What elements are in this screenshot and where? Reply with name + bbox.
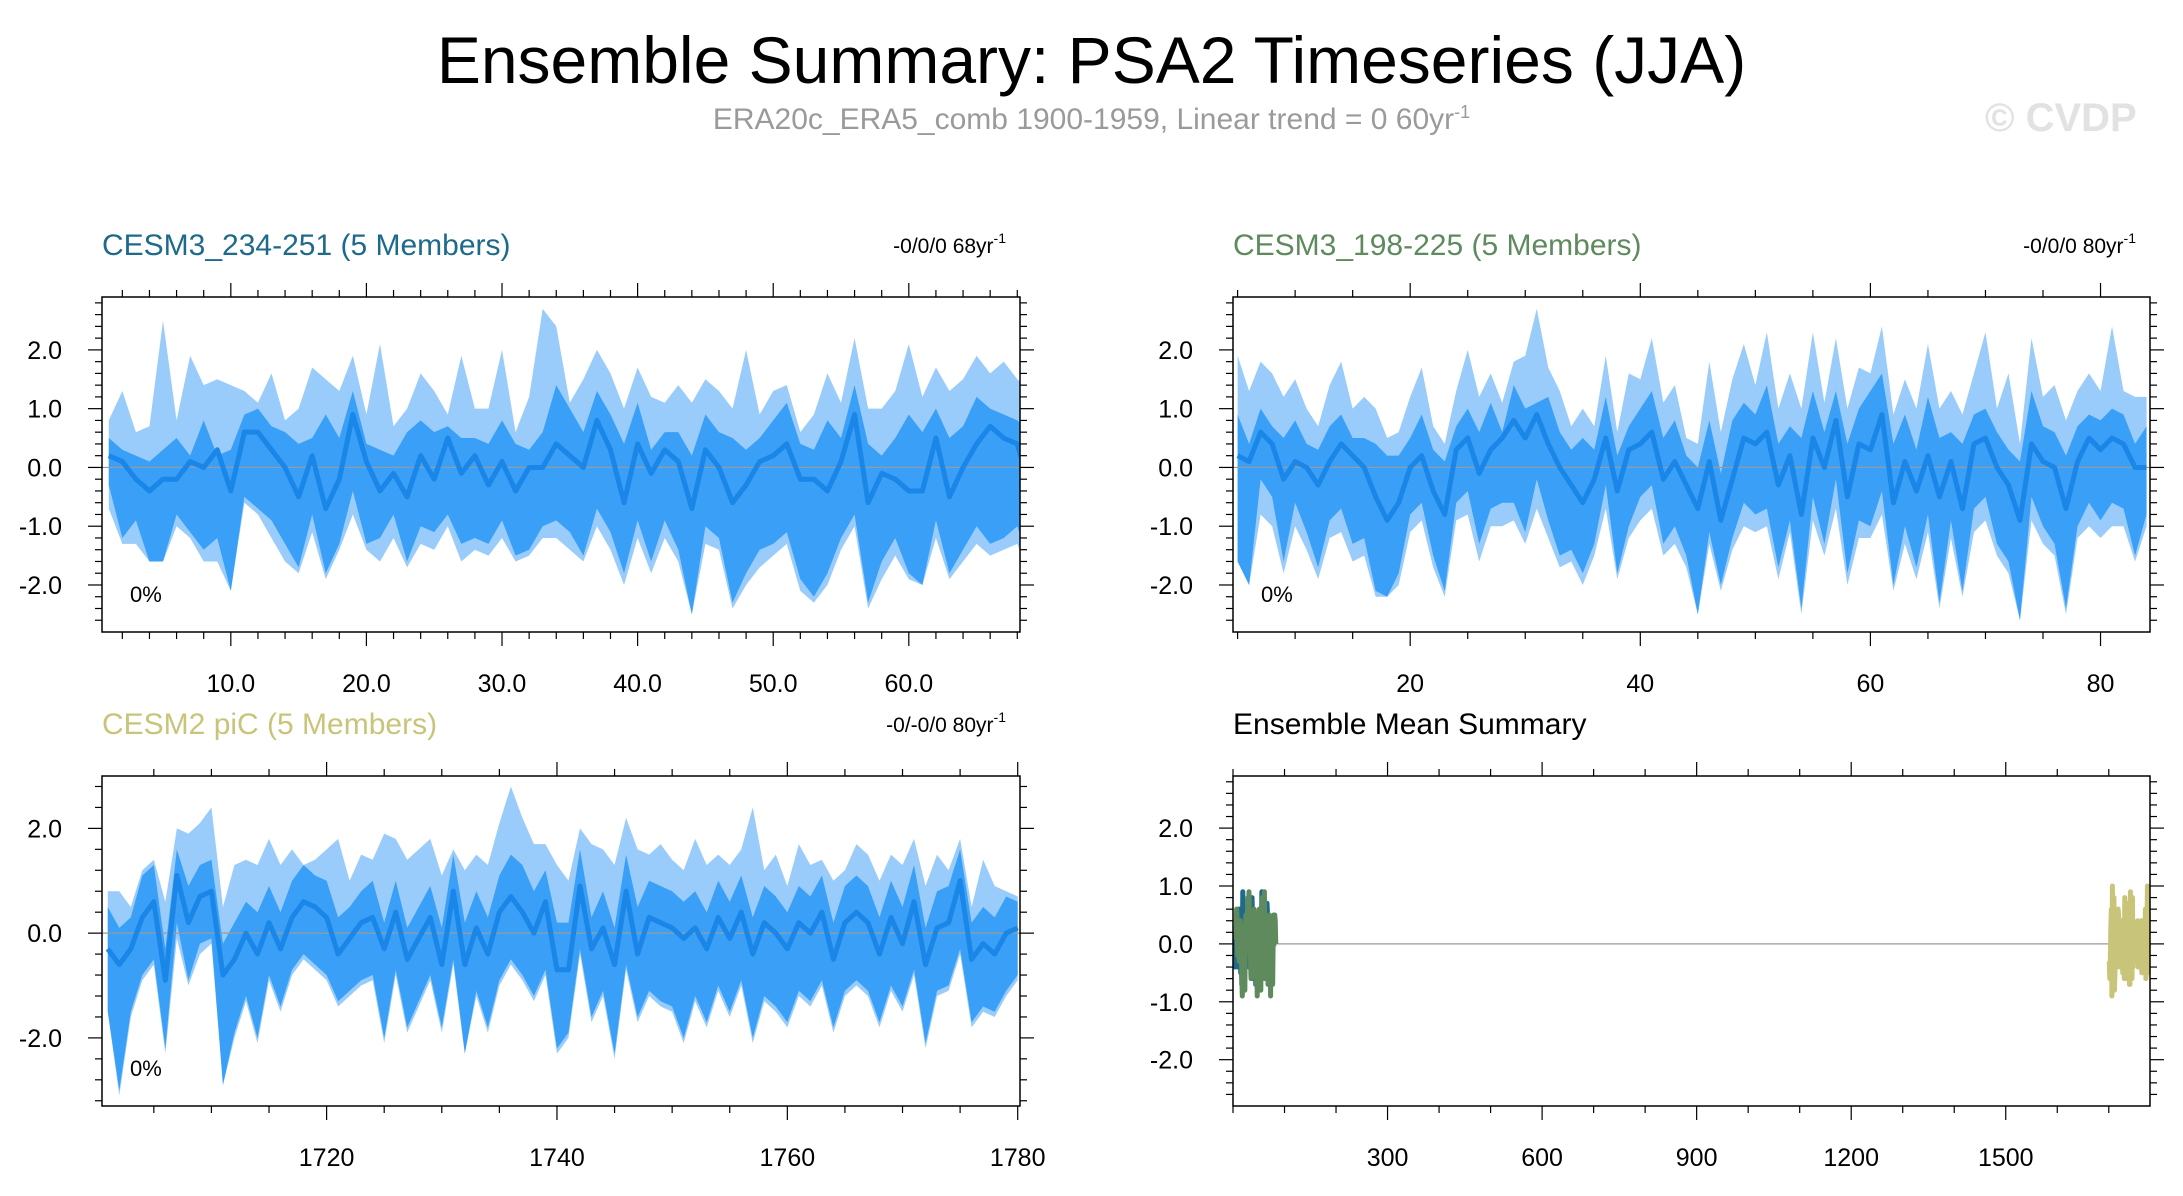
x-tick-label: 900 bbox=[1676, 1144, 1718, 1172]
y-tick-label: 1.0 bbox=[1158, 396, 1193, 424]
x-tick-label: 1720 bbox=[299, 1144, 355, 1172]
trend-label: -0/-0/0 80yr-1 bbox=[886, 709, 1006, 737]
trend-label: -0/0/0 80yr-1 bbox=[2023, 230, 2136, 258]
x-tick-label: 10.0 bbox=[206, 670, 255, 698]
spread-band-dark bbox=[108, 385, 1020, 615]
trend-label-text: -0/-0/0 80yr bbox=[886, 714, 993, 737]
subtitle-superscript: -1 bbox=[1454, 102, 1471, 122]
panel-frame bbox=[1232, 775, 2151, 1107]
y-tick-label: 2.0 bbox=[1158, 337, 1193, 365]
y-tick-label: 2.0 bbox=[1158, 815, 1193, 843]
trend-label-superscript: -1 bbox=[994, 230, 1007, 246]
x-tick-label: 1500 bbox=[1978, 1144, 2034, 1172]
x-tick-label: 600 bbox=[1521, 1144, 1563, 1172]
y-tick-label: -2.0 bbox=[19, 1025, 62, 1053]
panel-title: Ensemble Mean Summary bbox=[1233, 708, 1586, 741]
plot-area bbox=[1233, 883, 2150, 999]
ensemble-mean-line bbox=[105, 873, 1019, 983]
panel-title: CESM3_198-225 (5 Members) bbox=[1233, 229, 1642, 262]
x-tick-label: 80 bbox=[2087, 670, 2115, 698]
y-tick-label: -2.0 bbox=[1150, 572, 1193, 600]
plot-area bbox=[102, 786, 1020, 1096]
trend-label-superscript: -1 bbox=[2124, 230, 2137, 246]
plot-area bbox=[102, 308, 1020, 615]
y-tick-label: 0.0 bbox=[27, 920, 62, 948]
page-subtitle: ERA20c_ERA5_comb 1900-1959, Linear trend… bbox=[0, 102, 2183, 137]
plot-area bbox=[1233, 308, 2150, 621]
series-line-2 bbox=[2106, 883, 2150, 999]
x-tick-label: 30.0 bbox=[478, 670, 527, 698]
trend-label-text: -0/0/0 68yr bbox=[893, 235, 993, 258]
panel-bottom-left: CESM2 piC (5 Members) -0/-0/0 80yr-1 0% 2.0… bbox=[19, 708, 1046, 1172]
x-tick-label: 20.0 bbox=[342, 670, 391, 698]
y-tick-label: 2.0 bbox=[27, 815, 62, 843]
panel-frame bbox=[1232, 296, 2151, 633]
y-tick-label: 0.0 bbox=[1158, 931, 1193, 959]
y-tick-label: 2.0 bbox=[27, 337, 62, 365]
x-tick-label: 50.0 bbox=[749, 670, 798, 698]
panel-top-left: CESM3_234-251 (5 Members) -0/0/0 68yr-1 0%… bbox=[19, 229, 1034, 698]
percent-label: 0% bbox=[130, 582, 162, 607]
y-tick-label: -1.0 bbox=[19, 513, 62, 541]
x-tick-label: 40 bbox=[1626, 670, 1654, 698]
ensemble-mean-line bbox=[107, 412, 1020, 512]
x-tick-label: 1780 bbox=[990, 1144, 1046, 1172]
series-line-1 bbox=[1233, 889, 1279, 999]
x-tick-label: 1200 bbox=[1823, 1144, 1879, 1172]
subtitle-text: ERA20c_ERA5_comb 1900-1959, Linear trend… bbox=[712, 103, 1455, 136]
x-tick-label: 60 bbox=[1857, 670, 1885, 698]
trend-label-text: -0/0/0 80yr bbox=[2023, 235, 2123, 258]
x-tick-label: 20 bbox=[1396, 670, 1424, 698]
percent-label: 0% bbox=[130, 1056, 162, 1081]
x-tick-label: 300 bbox=[1367, 1144, 1409, 1172]
y-tick-label: 0.0 bbox=[27, 454, 62, 482]
panel-frame bbox=[101, 296, 1021, 633]
percent-label: 0% bbox=[1261, 582, 1293, 607]
y-tick-label: 1.0 bbox=[1158, 873, 1193, 901]
x-tick-label: 1740 bbox=[529, 1144, 585, 1172]
y-tick-label: -2.0 bbox=[1150, 1047, 1193, 1075]
panel-title: CESM3_234-251 (5 Members) bbox=[102, 229, 511, 262]
x-tick-label: 60.0 bbox=[884, 670, 933, 698]
panel-bottom-right: Ensemble Mean Summary 2.0 1.0 0.0 -1.0 -2.0 30… bbox=[1150, 708, 2164, 1172]
cvdp-watermark: © CVDP bbox=[1985, 96, 2137, 140]
y-tick-label: -1.0 bbox=[1150, 513, 1193, 541]
y-tick-label: 1.0 bbox=[27, 396, 62, 424]
x-tick-label: 1760 bbox=[760, 1144, 816, 1172]
ensemble-mean-line bbox=[1236, 412, 2147, 523]
panel-frame bbox=[101, 775, 1021, 1107]
panel-top-right: CESM3_198-225 (5 Members) -0/0/0 80yr-1 0%… bbox=[1150, 229, 2164, 698]
panel-title: CESM2 piC (5 Members) bbox=[102, 708, 437, 741]
page-title: Ensemble Summary: PSA2 Timeseries (JJA) bbox=[436, 23, 1747, 97]
trend-label: -0/0/0 68yr-1 bbox=[893, 230, 1006, 258]
y-tick-label: -1.0 bbox=[1150, 989, 1193, 1017]
y-tick-label: -2.0 bbox=[19, 572, 62, 600]
y-tick-label: 0.0 bbox=[1158, 454, 1193, 482]
trend-label-superscript: -1 bbox=[994, 709, 1007, 725]
x-tick-label: 40.0 bbox=[613, 670, 662, 698]
